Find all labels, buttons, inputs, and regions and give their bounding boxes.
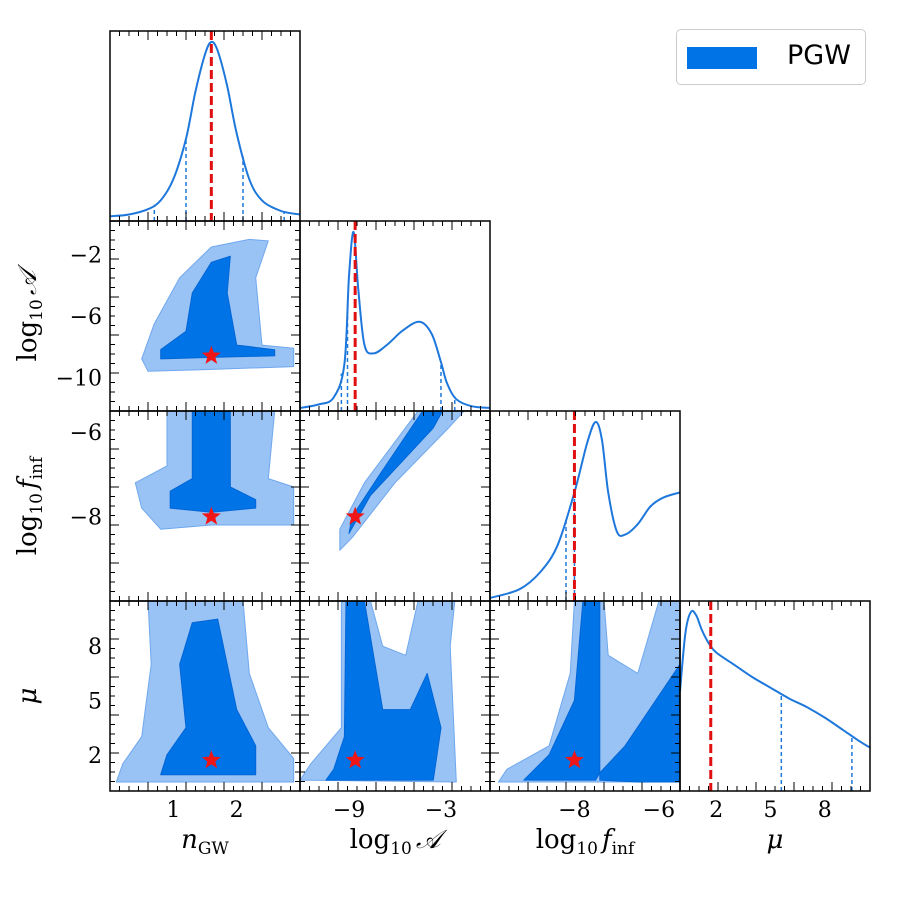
contour-n_GW-vs-mu bbox=[115, 601, 295, 783]
contour-inner-1sigma bbox=[348, 411, 443, 534]
x-tick-label: 8 bbox=[818, 798, 832, 823]
contour-n_GW-vs-log10_f_inf bbox=[134, 411, 295, 530]
legend: PGW bbox=[676, 29, 866, 85]
panel-frame bbox=[299, 410, 491, 602]
x-axis-label-n_GW: nGW bbox=[181, 825, 229, 859]
contour-n_GW-vs-log10_A bbox=[141, 238, 295, 372]
contour-inner-1sigma bbox=[160, 255, 276, 360]
contour-log10_f_inf-vs-mu bbox=[497, 601, 680, 783]
marginal-log10_A bbox=[300, 221, 490, 411]
y-axis-label-log10_A: log10𝒜 bbox=[13, 263, 47, 361]
truth-star-marker bbox=[345, 506, 365, 525]
y-tick-label: 5 bbox=[88, 690, 102, 715]
contour-log10_A-vs-mu bbox=[300, 601, 457, 783]
contour-inner-1sigma bbox=[169, 411, 257, 513]
x-tick-label: 2 bbox=[709, 798, 723, 823]
truth-star-marker bbox=[201, 750, 221, 769]
y-tick-label: −6 bbox=[70, 305, 102, 330]
contour-log10_A-vs-log10_f_inf bbox=[339, 411, 465, 551]
marginal-curve bbox=[680, 609, 870, 749]
y-tick-label: −6 bbox=[70, 421, 102, 446]
contour-inner-1sigma bbox=[325, 601, 442, 781]
y-tick-label: −2 bbox=[70, 244, 102, 269]
panel-frame bbox=[679, 600, 871, 792]
marginal-mu bbox=[680, 601, 870, 791]
marginal-curve bbox=[110, 40, 300, 218]
contour-inner-1sigma bbox=[160, 618, 257, 776]
x-tick-label: −6 bbox=[643, 798, 675, 823]
y-tick-label: −8 bbox=[70, 506, 102, 531]
contour-inner-1sigma bbox=[523, 601, 680, 783]
x-tick-label: −9 bbox=[333, 798, 365, 823]
marginal-curve bbox=[490, 421, 680, 599]
x-tick-label: −3 bbox=[425, 798, 457, 823]
y-axis-label-mu: μ bbox=[13, 688, 43, 705]
x-axis-label-log10_f_inf: log10 finf bbox=[536, 825, 636, 859]
x-tick-label: 2 bbox=[230, 798, 244, 823]
truth-star-marker bbox=[345, 750, 365, 769]
x-axis-label-log10_A: log10 𝒜 bbox=[350, 825, 448, 859]
truth-star-marker bbox=[201, 506, 221, 525]
y-tick-label: −10 bbox=[56, 366, 102, 391]
legend-label-pgw: PGW bbox=[787, 40, 851, 71]
panel-frame bbox=[299, 220, 491, 412]
x-axis-label-mu: μ bbox=[767, 825, 784, 855]
x-tick-label: 5 bbox=[763, 798, 777, 823]
contour-outer-2sigma bbox=[339, 411, 465, 551]
y-tick-label: 8 bbox=[88, 635, 102, 660]
y-tick-label: 2 bbox=[88, 744, 102, 769]
marginal-curve bbox=[300, 230, 490, 409]
marginal-log10_f_inf bbox=[490, 411, 680, 601]
x-tick-label: −8 bbox=[558, 798, 590, 823]
truth-star-marker bbox=[564, 750, 584, 769]
x-tick-label: 1 bbox=[166, 798, 180, 823]
truth-star-marker bbox=[201, 345, 221, 364]
legend-swatch-pgw bbox=[687, 47, 757, 69]
y-axis-label-log10_f_inf: log10finf bbox=[13, 455, 47, 555]
marginal-n_GW bbox=[110, 31, 300, 221]
panel-frame bbox=[109, 30, 301, 222]
